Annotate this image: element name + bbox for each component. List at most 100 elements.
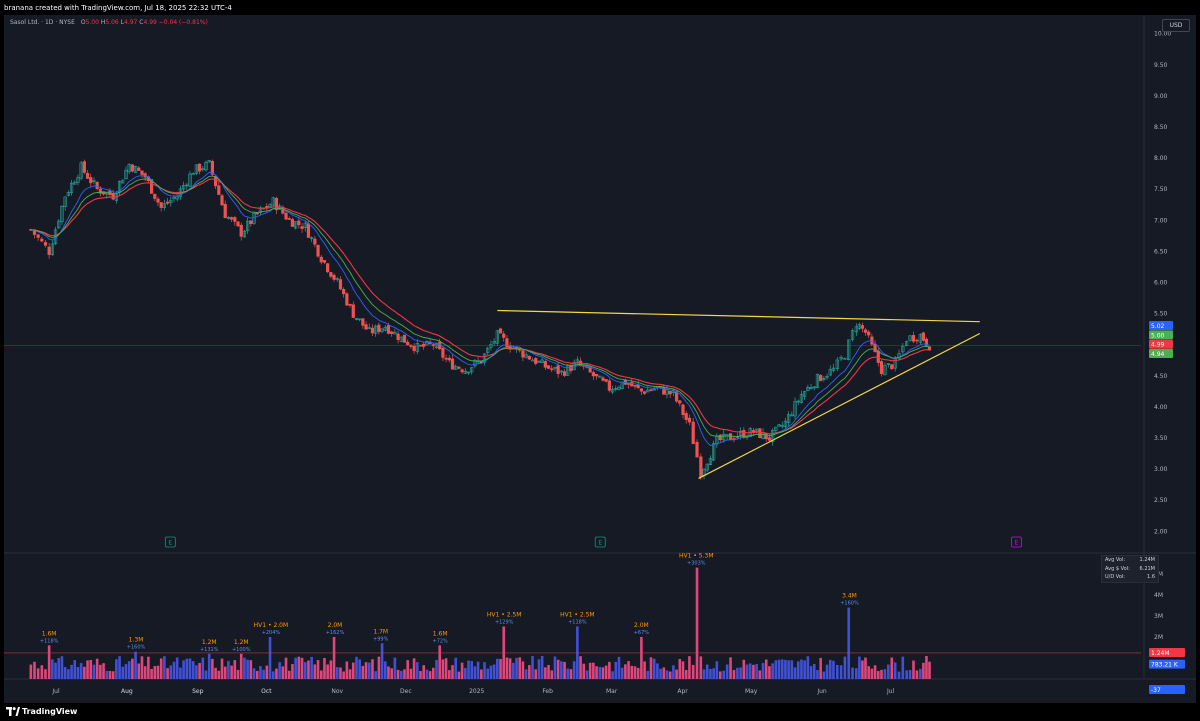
- volume-bar: [319, 670, 323, 679]
- earnings-marker-label: E: [1014, 540, 1018, 547]
- candle-body: [777, 424, 781, 427]
- volume-bar: [864, 657, 867, 679]
- candle-body: [111, 193, 115, 200]
- stat-label: U/D Vol:: [1105, 574, 1125, 580]
- candle-body: [705, 463, 709, 471]
- candle-body: [646, 389, 650, 393]
- volume-bar: [195, 665, 198, 679]
- volume-bar: [876, 671, 880, 679]
- candle-body: [326, 263, 330, 273]
- volume-bar: [105, 670, 109, 679]
- volume-bar: [905, 670, 908, 679]
- volume-bar: [691, 664, 695, 679]
- volume-annotation-value: 1.7M: [373, 628, 388, 635]
- price-label-text: 5.00: [1151, 332, 1165, 339]
- candle-body: [73, 181, 77, 185]
- volume-bar: [499, 658, 502, 679]
- volume-bar: [76, 666, 80, 679]
- price-tick-label: 4.50: [1154, 373, 1168, 380]
- candle-body: [642, 391, 647, 394]
- volume-bar: [761, 663, 765, 679]
- chart-plot[interactable]: 10.00 9.50 9.00 8.50 8.00 7.50 7.00 6.50 6.00 5.5…: [4, 15, 1196, 703]
- volume-tick-label: 3M: [1154, 613, 1163, 620]
- candle-body: [758, 428, 762, 439]
- candle-body: [169, 200, 173, 203]
- volume-bar: [457, 671, 461, 679]
- volume-bar: [777, 659, 781, 679]
- candle-body: [354, 318, 359, 320]
- volume-bar: [137, 663, 141, 679]
- earnings-marker: E: [1010, 536, 1022, 548]
- candle-body: [233, 217, 237, 222]
- candle-body: [274, 198, 279, 211]
- volume-bar: [709, 668, 712, 679]
- chart-panel[interactable]: 10.00 9.50 9.00 8.50 8.00 7.50 7.00 6.50 6.00 5.5…: [4, 15, 1196, 703]
- volume-bar: [512, 662, 515, 679]
- volume-bar: [115, 659, 118, 679]
- volume-bar: [54, 662, 57, 679]
- candle-body: [819, 375, 823, 382]
- volume-bar: [832, 660, 835, 679]
- volume-bar: [374, 671, 377, 679]
- volume-bar: [89, 659, 93, 679]
- trendline: [497, 309, 980, 323]
- volume-bar: [166, 668, 169, 679]
- volume-bar: [390, 668, 393, 679]
- candle-body: [712, 443, 716, 461]
- time-tick-label: Feb: [542, 688, 553, 695]
- volume-bar: [553, 656, 557, 679]
- volume-bar: [672, 665, 675, 679]
- volume-bar: [515, 657, 518, 679]
- volume-bar: [310, 656, 313, 679]
- candle-body: [271, 197, 275, 206]
- volume-bar: [722, 670, 726, 679]
- volume-bar: [665, 670, 669, 679]
- candle-body: [867, 331, 871, 336]
- time-tick-label: Aug: [121, 688, 133, 695]
- volume-annotation-pct: +118%: [40, 638, 59, 644]
- volume-bar: [890, 657, 894, 679]
- candle-body: [57, 220, 61, 229]
- volume-bar: [887, 664, 890, 679]
- time-tick-label: Oct: [261, 688, 272, 695]
- candle-body: [879, 361, 884, 375]
- stat-label: Avg $ Vol:: [1105, 565, 1130, 572]
- volume-bar: [252, 668, 256, 679]
- candle-body: [290, 219, 295, 227]
- volume-bar: [124, 664, 128, 679]
- volume-bar: [108, 671, 112, 679]
- candle-body: [783, 420, 788, 427]
- price-tick-label: 4.00: [1154, 404, 1168, 411]
- volume-bar: [220, 658, 224, 679]
- candle-body: [668, 390, 672, 395]
- candle-body: [854, 326, 858, 333]
- volume-bar: [843, 656, 847, 679]
- volume-annotation-value: 1.2M: [234, 639, 249, 646]
- candle-body: [897, 353, 901, 359]
- candle-body: [684, 413, 688, 420]
- candle-body: [332, 274, 336, 280]
- volume-bar: [646, 670, 650, 679]
- volume-bar: [579, 656, 582, 679]
- candle-body: [671, 390, 675, 394]
- volume-bar: [159, 658, 163, 679]
- volume-bar: [307, 660, 310, 679]
- volume-bar: [544, 667, 547, 679]
- volume-bar: [364, 662, 368, 679]
- volume-annotation-pct: +99%: [373, 636, 389, 642]
- candle-body: [470, 367, 474, 373]
- volume-bar: [608, 661, 611, 679]
- volume-bar: [643, 661, 646, 679]
- volume-bar: [748, 663, 752, 679]
- volume-bar: [351, 662, 355, 679]
- volume-side-label-bg: [1149, 685, 1185, 694]
- volume-bar: [560, 661, 563, 679]
- volume-bar: [880, 669, 883, 679]
- volume-bar: [473, 666, 477, 679]
- volume-bar: [198, 662, 201, 679]
- currency-button[interactable]: USD: [1162, 19, 1190, 32]
- candle-body: [335, 278, 339, 280]
- candle-body: [566, 365, 570, 376]
- volume-bar: [582, 663, 586, 679]
- volume-bar: [537, 659, 541, 679]
